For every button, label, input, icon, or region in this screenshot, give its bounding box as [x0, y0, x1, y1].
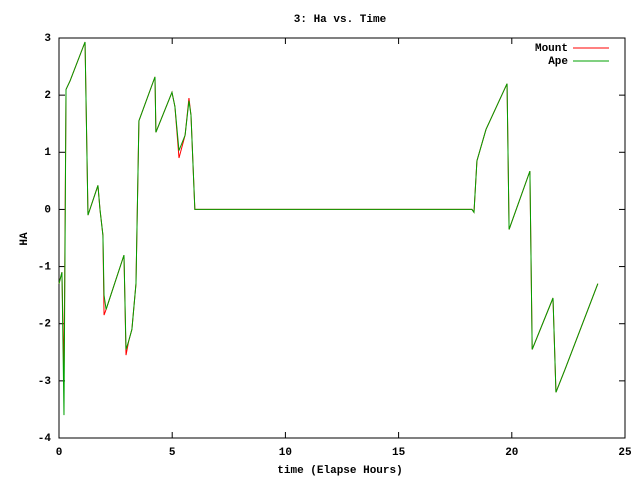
x-tick-label: 10 [279, 447, 292, 459]
legend-label: Mount [535, 43, 568, 55]
x-tick-label: 20 [505, 447, 518, 459]
plot-frame [58, 37, 626, 439]
x-tick-label: 5 [169, 447, 176, 459]
x-tick-label: 25 [618, 447, 632, 459]
x-tick-label: 0 [56, 447, 63, 459]
y-axis-label: HA [19, 232, 31, 246]
series-line [58, 41, 599, 393]
y-tick-label: 0 [44, 204, 51, 216]
chart-title: 3: Ha vs. Time [294, 14, 387, 26]
legend-label: Ape [548, 56, 568, 68]
y-tick-label: 3 [44, 33, 51, 45]
y-tick-label: 2 [44, 90, 51, 102]
y-tick-label: -1 [38, 261, 52, 273]
y-tick-label: -4 [38, 433, 52, 445]
x-axis-label: time (Elapse Hours) [277, 465, 402, 477]
series-line [58, 41, 599, 416]
y-tick-label: -3 [38, 376, 52, 388]
y-tick-label: -2 [38, 319, 51, 331]
x-tick-label: 15 [392, 447, 406, 459]
y-tick-label: 1 [44, 147, 51, 159]
